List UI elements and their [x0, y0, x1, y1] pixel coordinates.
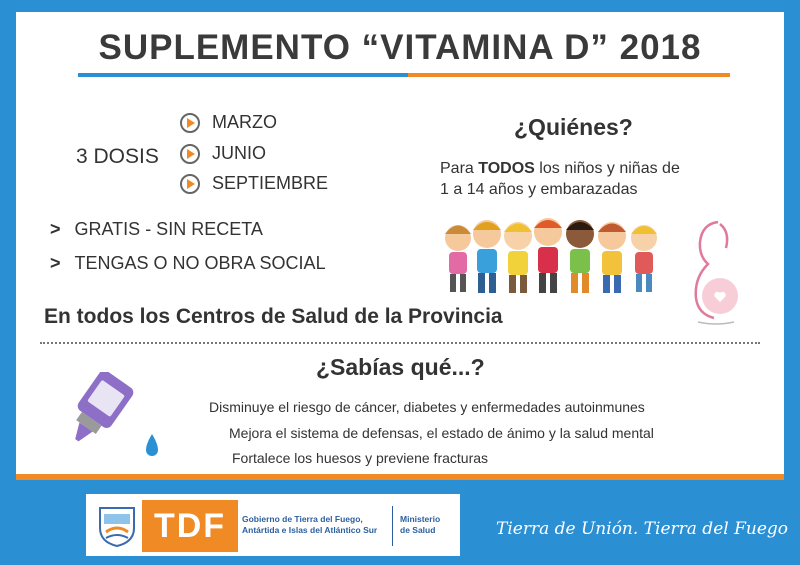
chevron-right-icon: > [50, 219, 61, 239]
children-group-icon [445, 218, 657, 293]
title-underline-orange [408, 73, 730, 77]
vitamin-dropper-icon [75, 372, 158, 456]
ministry-line: de Salud [400, 525, 436, 535]
pregnant-woman-icon [694, 220, 738, 325]
chevron-right-icon: > [50, 253, 61, 273]
arrow-right-icon [180, 143, 200, 164]
quienes-text-pre: Para [440, 160, 479, 177]
tdf-logo: TDF [142, 500, 238, 552]
poster-title: SUPLEMENTO “VITAMINA D” 2018 [98, 28, 702, 67]
bullet-free: > GRATIS - SIN RECETA [50, 219, 263, 240]
ministry-line: Ministerio [400, 514, 441, 524]
fact-item: Mejora el sistema de defensas, el estado… [229, 425, 654, 441]
child-figure [598, 222, 626, 293]
arrow-right-icon [180, 173, 200, 194]
government-line: Antártida e Islas del Atlántico Sur [242, 525, 378, 535]
quienes-text: Para TODOS los niños y niñas de 1 a 14 a… [440, 158, 740, 200]
ministry-text: Ministerio de Salud [400, 514, 440, 536]
fact-item: Disminuye el riesgo de cáncer, diabetes … [209, 399, 645, 415]
quienes-title: ¿Quiénes? [514, 114, 633, 140]
centros-heading: En todos los Centros de Salud de la Prov… [44, 305, 503, 328]
bullet-text: GRATIS - SIN RECETA [74, 219, 263, 239]
quienes-text-line2: 1 a 14 años y embarazadas [440, 181, 638, 198]
child-figure [445, 225, 471, 292]
month-item: SEPTIEMBRE [180, 173, 328, 194]
child-figure [534, 218, 562, 293]
arrow-right-icon [180, 112, 200, 133]
sabias-title: ¿Sabías qué...? [316, 354, 485, 380]
bullet-text: TENGAS O NO OBRA SOCIAL [74, 253, 326, 273]
dosis-label: 3 DOSIS [76, 145, 159, 168]
child-figure [566, 220, 594, 293]
bullet-social: > TENGAS O NO OBRA SOCIAL [50, 253, 326, 274]
province-shield-icon [99, 507, 135, 548]
government-line: Gobierno de Tierra del Fuego, [242, 514, 363, 524]
month-item: JUNIO [180, 143, 266, 164]
quienes-text-post: los niños y niñas de [534, 160, 680, 177]
poster-card [16, 12, 784, 478]
bottom-orange-stripe [16, 474, 784, 480]
child-figure [473, 220, 501, 293]
child-figure [631, 225, 657, 292]
dotted-divider [40, 342, 760, 344]
footer-slogan: Tierra de Unión. Tierra del Fuego [496, 519, 789, 539]
child-figure [504, 222, 532, 293]
fact-item: Fortalece los huesos y previene fractura… [232, 450, 489, 466]
month-label: MARZO [212, 112, 277, 132]
quienes-text-bold: TODOS [478, 160, 535, 177]
month-label: SEPTIEMBRE [212, 173, 329, 193]
month-item: MARZO [180, 112, 277, 133]
month-label: JUNIO [212, 143, 266, 163]
government-text: Gobierno de Tierra del Fuego, Antártida … [242, 514, 402, 536]
title-underline-blue [78, 73, 408, 77]
footer-separator [392, 506, 393, 546]
